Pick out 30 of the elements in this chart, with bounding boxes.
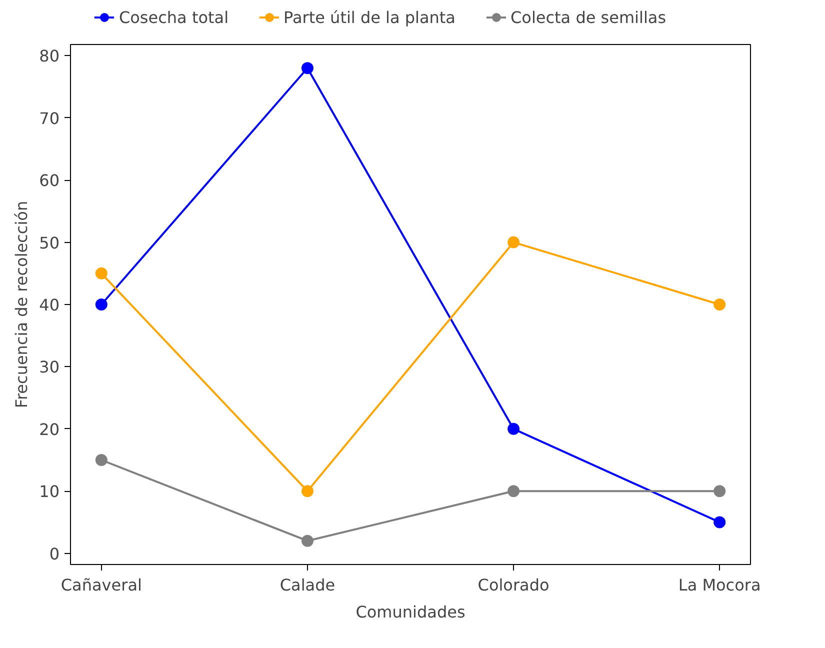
- y-tick-label: 10: [39, 482, 60, 502]
- y-tick-label: 20: [39, 420, 60, 439]
- point: [714, 485, 726, 498]
- x-tick-label: La Mocora: [678, 576, 761, 594]
- point: [95, 454, 108, 466]
- y-tick-label: 40: [39, 296, 60, 314]
- point: [508, 236, 520, 248]
- x-tick-label: Cañaveral: [60, 576, 142, 594]
- legend-label: Cosecha total: [118, 8, 229, 26]
- point: [508, 422, 520, 435]
- point: [95, 298, 108, 310]
- point: [301, 485, 314, 498]
- y-axis-title: Frecuencia de recolección: [12, 200, 32, 408]
- y-tick-label: 70: [39, 108, 60, 128]
- y-tick-label: 80: [39, 46, 60, 66]
- point: [714, 516, 726, 528]
- x-tick-label: Colorado: [478, 576, 550, 594]
- point: [714, 298, 726, 310]
- y-tick-label: 30: [39, 358, 60, 377]
- y-tick-label: 60: [39, 171, 60, 190]
- legend-label: Parte útil de la planta: [284, 8, 456, 26]
- y-tick-label: 50: [39, 233, 60, 252]
- point: [95, 267, 108, 280]
- point: [301, 62, 314, 74]
- point: [508, 485, 520, 498]
- legend-label: Colecta de semillas: [510, 8, 666, 26]
- x-tick-label: Calade: [280, 576, 336, 594]
- x-axis-title: Comunidades: [356, 602, 466, 622]
- y-tick-label: 0: [49, 544, 60, 564]
- point: [301, 534, 314, 547]
